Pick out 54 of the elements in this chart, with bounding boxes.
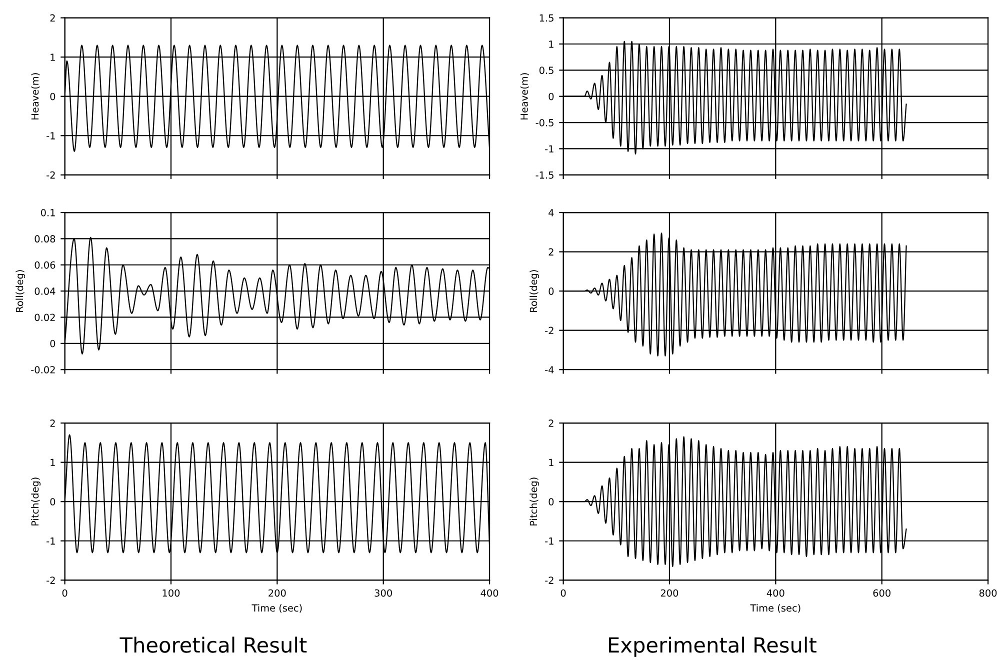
x-tick-label: 0 bbox=[62, 589, 68, 597]
y-tick-label: -0.02 bbox=[31, 366, 55, 374]
y-tick-label: 0 bbox=[50, 92, 56, 100]
y-tick-label: -2 bbox=[46, 171, 55, 179]
y-axis-title: Heave(m) bbox=[520, 73, 530, 120]
y-tick-label: 0.04 bbox=[34, 288, 56, 295]
y-tick-label: 1 bbox=[549, 458, 554, 466]
y-tick-label: -2 bbox=[46, 576, 55, 584]
x-tick-label: 600 bbox=[873, 589, 890, 597]
y-tick-label: -1 bbox=[545, 145, 554, 152]
y-tick-label: 0.02 bbox=[34, 314, 55, 322]
y-tick-label: 2 bbox=[548, 248, 554, 256]
y-tick-label: 0.06 bbox=[34, 261, 56, 269]
x-tick-label: 200 bbox=[660, 589, 678, 597]
x-tick-label: 400 bbox=[766, 589, 784, 597]
y-tick-label: 0 bbox=[548, 498, 554, 506]
y-tick-label: 0 bbox=[50, 340, 56, 348]
text: Experimental Result bbox=[609, 636, 816, 657]
y-tick-label: 1 bbox=[50, 54, 55, 61]
y-tick-label: -1 bbox=[545, 537, 554, 545]
y-tick-label: -1 bbox=[46, 537, 55, 545]
y-tick-label: -2 bbox=[545, 326, 554, 334]
y-tick-label: 0 bbox=[548, 288, 554, 295]
y-tick-label: 0.08 bbox=[34, 235, 56, 243]
y-tick-label: 1 bbox=[549, 40, 554, 48]
y-tick-label: 0.1 bbox=[40, 209, 55, 216]
x-axis-title: Time (sec) bbox=[252, 604, 302, 613]
x-tick-label: 400 bbox=[480, 589, 498, 597]
y-tick-label: 1.5 bbox=[540, 14, 554, 22]
y-tick-label: 1 bbox=[50, 458, 55, 466]
y-axis-title: Pitch(deg) bbox=[530, 478, 540, 526]
y-tick-label: -2 bbox=[545, 576, 554, 584]
y-tick-label: -0.5 bbox=[536, 119, 554, 126]
y-tick-label: 0 bbox=[548, 92, 554, 100]
y-axis-title: Pitch(deg) bbox=[31, 478, 41, 526]
y-axis-title: Roll(deg) bbox=[530, 270, 540, 312]
y-axis-title: Heave(m) bbox=[31, 73, 40, 120]
x-tick-label: 0 bbox=[560, 589, 566, 597]
y-tick-label: 2 bbox=[548, 420, 554, 427]
y-tick-label: 2 bbox=[50, 420, 55, 427]
y-tick-label: 4 bbox=[548, 209, 554, 216]
y-tick-label: -1.5 bbox=[536, 172, 554, 179]
x-tick-label: 100 bbox=[162, 589, 180, 597]
y-tick-label: -4 bbox=[545, 366, 554, 374]
x-tick-label: 800 bbox=[979, 589, 997, 597]
y-axis-title: Roll(deg) bbox=[16, 270, 26, 312]
x-tick-label: 300 bbox=[374, 589, 392, 597]
x-tick-label: 200 bbox=[268, 589, 286, 597]
y-tick-label: 2 bbox=[50, 14, 55, 22]
x-axis-title: Time (sec) bbox=[750, 604, 800, 613]
y-tick-label: 0 bbox=[50, 498, 56, 506]
y-tick-label: 0.5 bbox=[539, 66, 554, 74]
text: Theoretical Result bbox=[120, 636, 307, 653]
y-tick-label: -1 bbox=[46, 132, 55, 140]
